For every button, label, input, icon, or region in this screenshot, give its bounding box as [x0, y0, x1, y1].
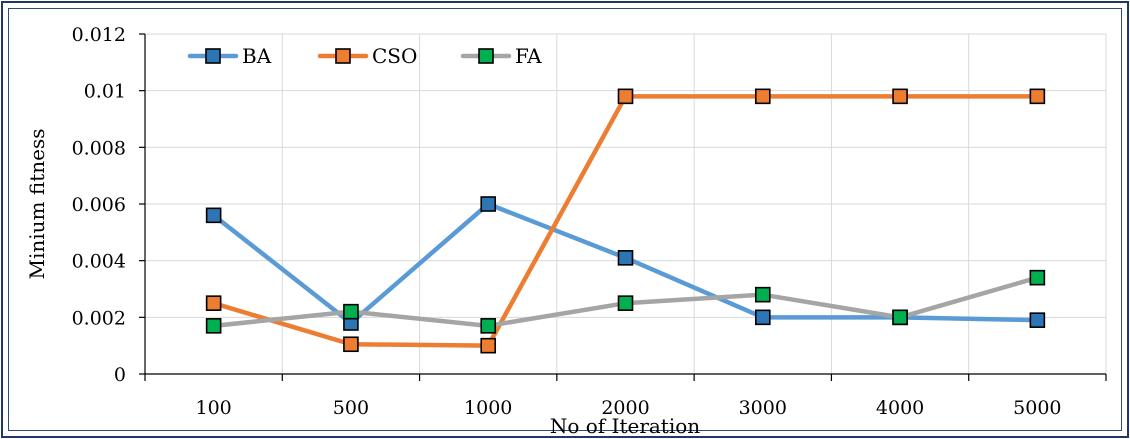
data-point-ba [617, 250, 634, 266]
legend-marker [335, 48, 351, 64]
data-point-fa [205, 318, 222, 334]
y-axis-title: Minium fitness [25, 129, 49, 280]
y-tick-label: 0.004 [72, 251, 126, 273]
data-point-cso [480, 337, 497, 354]
x-tick-label: 500 [333, 397, 369, 419]
legend-entry-ba: BA [187, 44, 272, 68]
data-point-fa [343, 303, 359, 320]
data-point-cso [617, 88, 634, 105]
data-point-cso [754, 88, 771, 105]
y-tick-label: 0.012 [72, 24, 126, 46]
y-tick-label: 0.006 [72, 194, 126, 216]
data-point-fa [1029, 269, 1046, 286]
legend-label: CSO [372, 44, 417, 68]
series-lines [205, 88, 1046, 354]
legend-marker [205, 48, 221, 64]
legend: BA CSO FA [187, 44, 542, 68]
data-point-fa [617, 295, 634, 311]
data-point-cso [892, 88, 908, 105]
y-tick-label: 0.002 [72, 307, 126, 329]
frame-inner-border [8, 8, 1122, 431]
series-cso [205, 88, 1046, 354]
data-point-fa [892, 309, 908, 326]
x-tick-label: 4000 [876, 397, 924, 419]
grid-lines [145, 33, 1107, 374]
data-point-cso [343, 336, 359, 353]
legend-label: BA [242, 44, 272, 68]
data-point-cso [1029, 88, 1046, 105]
x-tick-label: 1000 [464, 397, 512, 419]
legend-entry-cso: CSO [317, 44, 417, 68]
x-tick-label: 2000 [601, 397, 649, 419]
y-tick-label: 0.01 [84, 81, 126, 103]
y-tick-label: 0 [114, 364, 126, 386]
x-tick-label: 100 [196, 397, 232, 419]
data-point-ba [754, 309, 771, 326]
y-tick-label: 0.008 [72, 137, 126, 159]
data-point-fa [754, 286, 771, 303]
data-point-ba [1029, 312, 1046, 328]
data-point-fa [480, 318, 497, 334]
data-point-ba [205, 207, 222, 224]
x-tick-label: 3000 [739, 397, 787, 419]
legend-marker [478, 48, 494, 64]
x-axis-title: No of Iteration [550, 414, 700, 438]
axes: 0 0.002 0.004 0.006 0.008 0.01 0.012 100 500 1000… [72, 24, 1107, 419]
legend-label: FA [515, 44, 542, 68]
x-tick-label: 5000 [1013, 397, 1061, 419]
data-point-cso [205, 295, 222, 311]
legend-entry-fa: FA [460, 44, 542, 68]
series-fa [205, 269, 1046, 334]
data-point-ba [480, 196, 497, 212]
